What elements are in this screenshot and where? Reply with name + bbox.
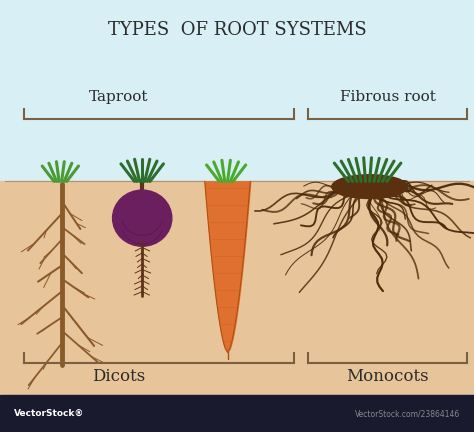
Bar: [0, 395, 474, 432]
Text: Fibrous root: Fibrous root: [339, 90, 436, 104]
Text: Monocots: Monocots: [346, 368, 429, 385]
Ellipse shape: [113, 190, 172, 246]
Text: Dicots: Dicots: [92, 368, 145, 385]
Ellipse shape: [332, 175, 408, 199]
Bar: [0, 0, 474, 181]
Bar: [0, 181, 474, 395]
Text: VectorStock®: VectorStock®: [14, 410, 84, 418]
Text: Taproot: Taproot: [89, 90, 148, 104]
Text: VectorStock.com/23864146: VectorStock.com/23864146: [355, 410, 460, 418]
Text: TYPES  OF ROOT SYSTEMS: TYPES OF ROOT SYSTEMS: [108, 21, 366, 39]
